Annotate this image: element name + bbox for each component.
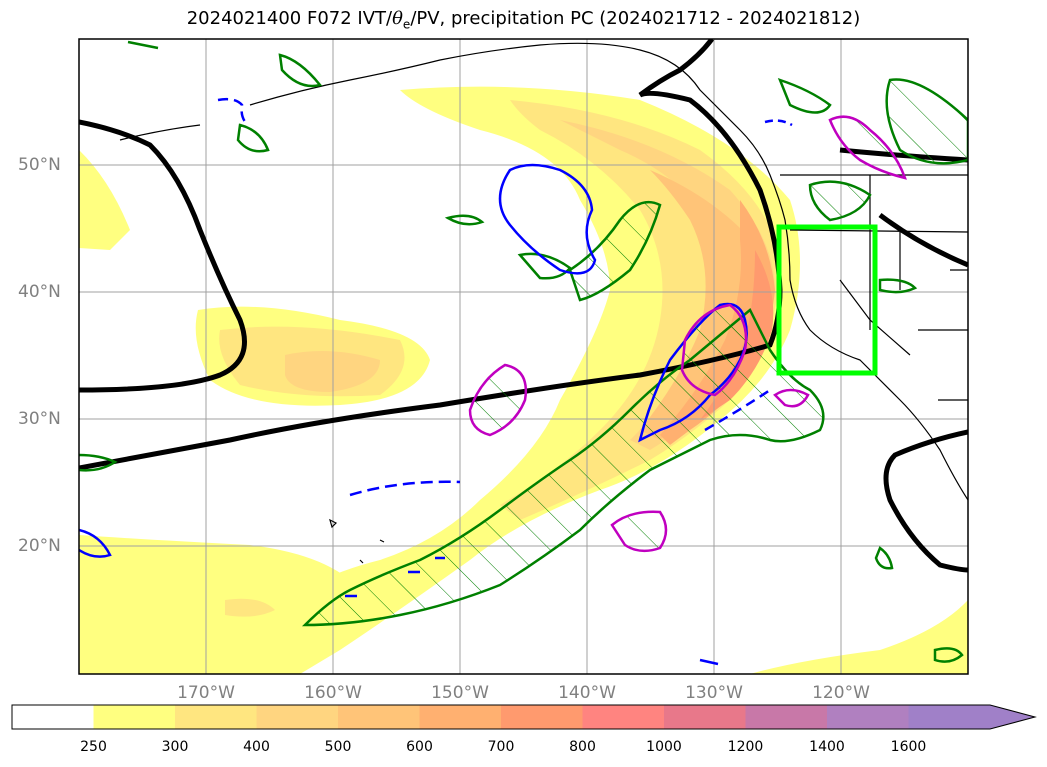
colorbar-segment	[827, 705, 909, 729]
precip-contours	[79, 40, 968, 663]
lon-label-170w: 170°W	[177, 683, 235, 703]
theta-e-contours	[79, 39, 968, 573]
colorbar-segment	[419, 705, 502, 729]
colorbar	[11, 704, 1037, 730]
colorbar-segment	[501, 705, 583, 729]
lat-label-30n: 30°N	[18, 409, 61, 429]
colorbar-segment	[664, 705, 746, 729]
colorbar-tick-label: 1400	[809, 739, 845, 755]
colorbar-tick-label: 700	[487, 739, 515, 755]
lat-label-50n: 50°N	[18, 155, 61, 175]
lon-label-160w: 160°W	[304, 683, 362, 703]
map-title: 2024021400 F072 IVT/θe/PV, precipitation…	[186, 8, 861, 32]
colorbar-segment	[338, 705, 420, 729]
lon-label-130w: 130°W	[685, 683, 743, 703]
colorbar-outline	[11, 704, 1037, 730]
colorbar-tick-label: 400	[243, 739, 270, 755]
target-region-box	[776, 224, 878, 376]
lon-label-120w: 120°W	[812, 683, 870, 703]
colorbar-tick-label: 600	[406, 739, 433, 755]
colorbar-segment	[582, 705, 665, 729]
colorbar-tick-label: 300	[161, 739, 189, 755]
lon-label-140w: 140°W	[558, 683, 616, 703]
pv-contours-magenta	[468, 115, 907, 553]
coastlines	[119, 42, 968, 564]
lat-label-40n: 40°N	[18, 282, 61, 302]
colorbar-tick-label: 800	[569, 739, 596, 755]
lat-label-20n: 20°N	[18, 536, 61, 556]
colorbar-segment	[175, 705, 257, 729]
colorbar-tick-label: 1200	[727, 739, 764, 755]
colorbar-segment-below	[12, 705, 94, 729]
colorbar-segment-extend	[908, 705, 1035, 729]
map-frame	[78, 38, 969, 675]
colorbar-tick-label: 500	[324, 739, 352, 755]
colorbar-segment	[745, 705, 828, 729]
colorbar-tick-label: 1600	[890, 739, 927, 755]
lon-label-150w: 150°W	[431, 683, 489, 703]
colorbar-tick-label: 1000	[646, 739, 682, 755]
colorbar-tick-label: 250	[80, 739, 107, 755]
colorbar-segment	[93, 705, 176, 729]
colorbar-segment	[256, 705, 339, 729]
